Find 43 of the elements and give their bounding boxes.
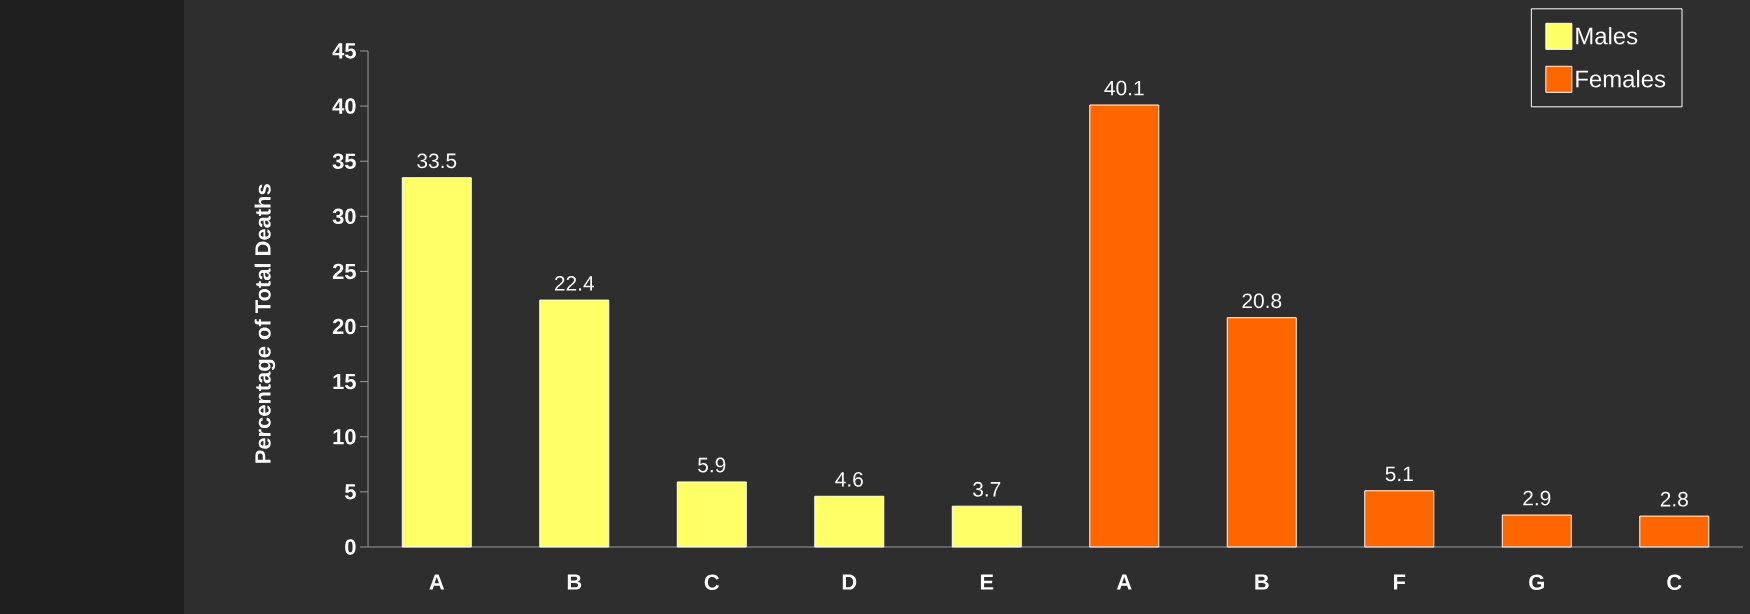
y-tick-label: 15	[333, 374, 356, 390]
data-label: 5.9	[698, 457, 726, 473]
x-tick-label: A	[429, 574, 445, 590]
y-tick-label: 5	[344, 484, 356, 500]
data-label: 3.7	[973, 481, 1001, 497]
y-tick-label: 0	[345, 539, 356, 555]
bar	[539, 299, 610, 548]
y-axis-title: Percentage of Total Deaths	[254, 184, 276, 463]
x-tick-label: E	[980, 574, 994, 590]
x-tick-label: B	[567, 574, 582, 590]
data-label: 22.4	[554, 275, 595, 291]
data-label: 33.5	[417, 153, 457, 169]
bar	[401, 177, 472, 548]
x-tick-label: A	[1116, 574, 1132, 590]
data-label: 20.8	[1242, 293, 1282, 309]
x-tick-label: C	[1667, 574, 1682, 591]
bar	[1089, 104, 1160, 548]
x-tick-label: F	[1394, 574, 1406, 590]
x-tick-label: D	[842, 574, 857, 590]
data-label: 5.1	[1385, 466, 1413, 482]
y-tick-label: 45	[332, 43, 356, 59]
legend-label: Females	[1576, 69, 1666, 88]
bar	[1501, 514, 1572, 548]
bar	[951, 505, 1022, 548]
bar	[676, 481, 747, 548]
data-label: 4.6	[835, 471, 863, 487]
data-label: 2.9	[1523, 490, 1551, 506]
bar	[814, 495, 885, 548]
x-tick-label: C	[704, 574, 720, 591]
y-tick-label: 40	[332, 98, 356, 114]
legend-label: Males	[1576, 26, 1638, 45]
data-label: 2.8	[1660, 491, 1688, 507]
y-tick-label: 10	[333, 428, 356, 445]
data-label: 40.1	[1104, 80, 1144, 96]
y-tick-label: 35	[332, 153, 356, 169]
x-tick-label: B	[1255, 574, 1269, 590]
y-tick-label: 20	[332, 318, 356, 335]
x-tick-label: G	[1529, 574, 1544, 591]
bar	[1639, 515, 1710, 548]
y-tick-label: 30	[332, 208, 356, 225]
bar	[1364, 490, 1435, 548]
y-tick-label: 25	[332, 263, 356, 280]
bar	[1226, 317, 1297, 548]
